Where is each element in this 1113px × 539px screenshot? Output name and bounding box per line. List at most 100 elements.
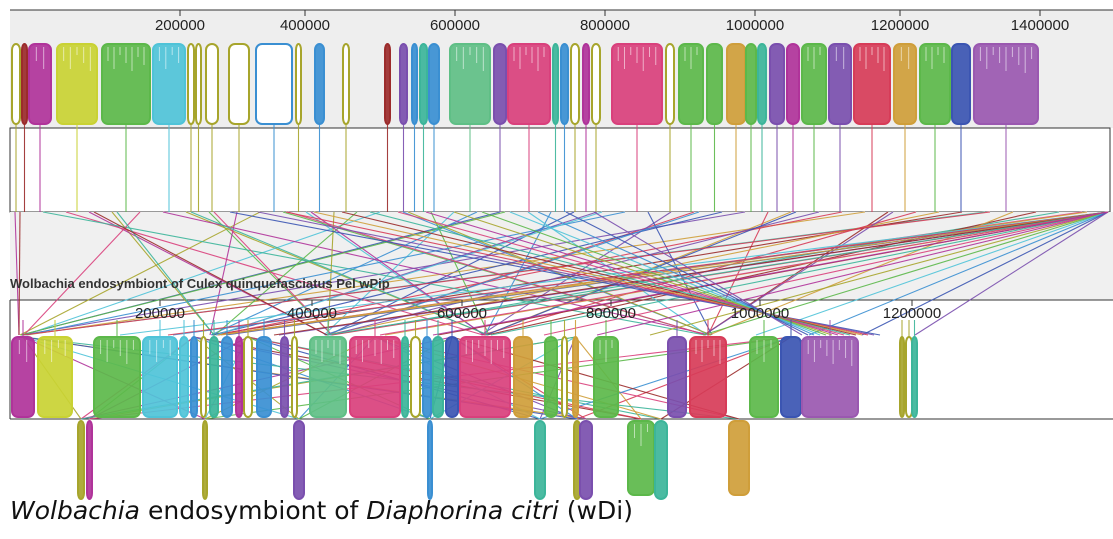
alignment-connector (162, 211, 711, 336)
middle-axis-tick-label: 400000 (287, 305, 337, 322)
middle-lcb-block (445, 336, 459, 418)
top-lcb-block (493, 43, 507, 125)
middle-lcb-block (221, 336, 233, 418)
alignment-connector (19, 211, 261, 336)
middle-lcb-block (209, 336, 219, 418)
caption-genus: Wolbachia (10, 496, 141, 525)
middle-lcb-block (179, 336, 189, 418)
top-lcb-block (195, 43, 202, 125)
alignment-connector (707, 211, 769, 336)
middle-lcb-block (459, 336, 511, 418)
alignment-connector (647, 211, 713, 336)
alignment-connector (432, 211, 1109, 336)
middle-lcb-block (561, 336, 568, 418)
top-lcb-block (560, 43, 569, 125)
alignment-connector (323, 211, 455, 336)
top-lcb-block (570, 43, 580, 125)
bottom-lcb-block (579, 420, 593, 500)
alignment-connector (18, 211, 21, 336)
middle-lcb-block (93, 336, 141, 418)
middle-lcb-block (780, 336, 802, 418)
bottom-lcb-block (627, 420, 655, 496)
middle-lcb-block (200, 336, 207, 418)
top-axis-tick-label: 600000 (430, 17, 480, 34)
alignment-connector (490, 211, 1109, 336)
top-lcb-block (678, 43, 704, 125)
middle-lcb-block (235, 336, 243, 418)
middle-lcb-block (291, 336, 298, 418)
alignment-connector (649, 211, 1109, 336)
middle-lcb-block (190, 336, 198, 418)
bottom-lcb-block (654, 420, 668, 500)
top-lcb-block (411, 43, 418, 125)
middle-axis-tick-label: 200000 (135, 305, 185, 322)
middle-lcb-block (593, 336, 619, 418)
alignment-connector (914, 211, 1109, 336)
middle-lcb-block (280, 336, 289, 418)
top-axis-tick-label: 1000000 (726, 17, 784, 34)
middle-lcb-block (256, 336, 272, 418)
middle-lcb-block (243, 336, 253, 418)
top-lcb-block (828, 43, 852, 125)
alignment-connector (273, 211, 1109, 336)
bottom-lcb-block (534, 420, 546, 500)
top-lcb-block (56, 43, 98, 125)
top-lcb-block (449, 43, 491, 125)
alignment-connector (407, 211, 712, 336)
bottom-lcb-block (202, 420, 208, 500)
top-lcb-block (399, 43, 408, 125)
top-lcb-block (384, 43, 391, 125)
alignment-connector (755, 211, 1109, 336)
alignment-connector (596, 211, 1109, 336)
middle-lcb-block (899, 336, 905, 418)
middle-genome-axis: 200000 400000 600000 800000 1000000 1200000 (135, 300, 941, 322)
top-lcb-block (314, 43, 325, 125)
middle-lcb-block (689, 336, 727, 418)
alignment-connector (21, 211, 746, 336)
middle-lcb-block (432, 336, 444, 418)
top-lcb-block (951, 43, 971, 125)
top-lcb-block (101, 43, 151, 125)
top-lcb-block (769, 43, 785, 125)
alignment-connector (26, 211, 866, 336)
top-lcb-block (726, 43, 746, 125)
middle-axis-tick-label: 800000 (586, 305, 636, 322)
top-lcb-block (342, 43, 350, 125)
alignment-connector (25, 211, 626, 336)
top-lcb-block (591, 43, 601, 125)
top-lcb-block (801, 43, 827, 125)
top-lcb-block (919, 43, 951, 125)
alignment-connector (324, 211, 700, 336)
top-genome-lcb-blocks (11, 43, 1039, 125)
middle-lcb-block (572, 336, 579, 418)
bottom-lcb-block (728, 420, 750, 496)
alignment-connector (119, 211, 1109, 336)
middle-lcb-block (422, 336, 432, 418)
top-lcb-block (786, 43, 800, 125)
top-lcb-block (428, 43, 440, 125)
top-lcb-block (152, 43, 186, 125)
top-lcb-block (28, 43, 52, 125)
top-lcb-block (757, 43, 767, 125)
alignment-connector (190, 211, 489, 336)
middle-genome-title: Wolbachia endosymbiont of Culex quinquef… (10, 276, 390, 291)
bottom-genome-lcb-blocks (77, 420, 750, 500)
middle-genome-lcb-blocks (11, 336, 918, 418)
caption-middle: endosymbiont of (140, 496, 367, 525)
alignment-connector (20, 211, 506, 336)
middle-lcb-block (544, 336, 558, 418)
alignment-connector (326, 211, 1109, 336)
top-lcb-block (582, 43, 590, 125)
alignment-connector (808, 211, 1109, 336)
alignment-connector (208, 211, 333, 336)
top-lcb-block (255, 43, 293, 125)
middle-lcb-block (911, 336, 918, 418)
alignment-connector (209, 211, 238, 336)
top-lcb-block (552, 43, 559, 125)
middle-lcb-block (801, 336, 859, 418)
top-lcb-block (11, 43, 21, 125)
alignment-connector (14, 211, 20, 336)
top-lcb-block (893, 43, 917, 125)
alignment-connector (593, 211, 803, 336)
middle-lcb-block (410, 336, 421, 418)
